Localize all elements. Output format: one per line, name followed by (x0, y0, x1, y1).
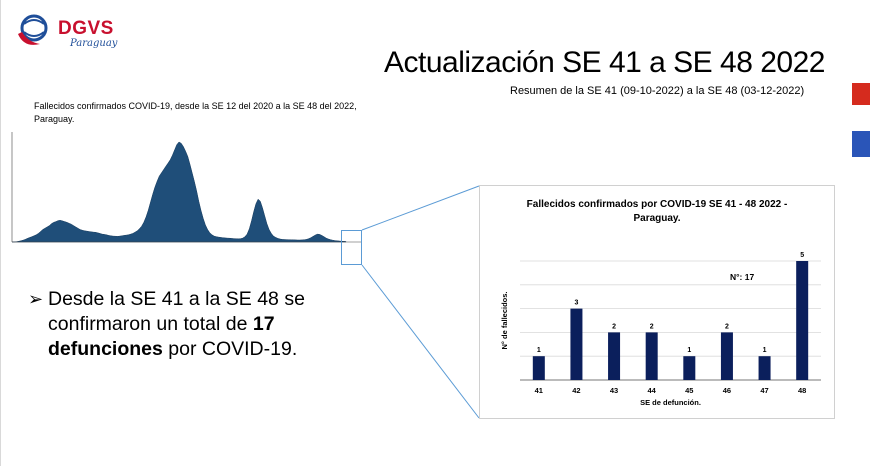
flag-red-stripe (852, 83, 870, 105)
x-tick-label: 44 (648, 386, 657, 395)
deaths-area-series (11, 141, 347, 243)
summary-text: Desde la SE 41 a la SE 48 se confirmaron… (28, 287, 348, 362)
bar-se-42 (570, 308, 583, 380)
summary-pre: Desde la SE 41 a la SE 48 se confirmaron… (48, 288, 305, 335)
bar-se-47 (758, 356, 771, 380)
recent-chart-title: Fallecidos confirmados por COVID-19 SE 4… (480, 198, 834, 226)
summary-bullet: ➢ Desde la SE 41 a la SE 48 se confirmar… (28, 287, 348, 362)
x-tick-label: 41 (535, 386, 543, 395)
slide-subtitle: Resumen de la SE 41 (09-10-2022) a la SE… (510, 85, 805, 97)
x-tick-label: 48 (798, 386, 806, 395)
summary-bold-word: defunciones (48, 338, 163, 360)
logo-subtitle: Paraguay (70, 38, 118, 49)
x-axis-title: SE de defunción. (640, 398, 701, 407)
zoom-highlight-box (341, 230, 362, 265)
logo-name: DGVS (58, 18, 114, 39)
flag-blue-stripe (852, 131, 870, 157)
y-axis-title: N° de fallecidos. (500, 291, 509, 349)
summary-count: 17 (252, 313, 275, 335)
slide-title: Actualización SE 41 a SE 48 2022 (384, 46, 825, 79)
x-tick-label: 45 (685, 386, 693, 395)
x-tick-label: 42 (572, 386, 580, 395)
small-chart-title-line2: Paraguay. (34, 114, 75, 124)
bar-value-label: 2 (650, 323, 654, 330)
bar-se-46 (720, 332, 733, 380)
small-chart-title-line1: Fallecidos confirmados COVID-19, desde l… (34, 101, 357, 111)
bar-value-label: 2 (725, 323, 729, 330)
bullet-arrow-icon: ➢ (28, 289, 44, 309)
bar-value-label: 1 (687, 347, 691, 354)
small-chart-title: Fallecidos confirmados COVID-19, desde l… (34, 100, 374, 126)
historical-deaths-chart (11, 132, 362, 243)
globe-icon (18, 14, 48, 45)
x-tick-label: 47 (760, 386, 768, 395)
bar-se-44 (645, 332, 658, 380)
total-annotation: N°: 17 (730, 272, 754, 282)
recent-chart-title-line1: Fallecidos confirmados por COVID-19 SE 4… (526, 199, 788, 210)
bar-se-41 (532, 356, 545, 380)
recent-deaths-chart-panel: Fallecidos confirmados por COVID-19 SE 4… (479, 185, 835, 419)
x-tick-label: 46 (723, 386, 731, 395)
dgvs-logo: DGVS Paraguay (14, 8, 118, 52)
summary-post: por COVID-19. (162, 338, 298, 360)
bar-se-48 (796, 261, 809, 380)
recent-chart-title-line2: Paraguay. (633, 213, 681, 224)
bar-value-label: 3 (574, 300, 578, 307)
bar-value-label: 1 (537, 347, 541, 354)
bar-se-43 (608, 332, 621, 380)
x-tick-label: 43 (610, 386, 618, 395)
recent-deaths-bar-chart: 1 41 3 42 2 43 2 44 1 45 2 46 1 47 5 48 SE de defunción.… (500, 252, 821, 407)
bar-se-45 (683, 356, 696, 380)
bar-value-label: 1 (763, 347, 767, 354)
bar-value-label: 2 (612, 323, 616, 330)
slide-left-border (0, 0, 1, 466)
bar-value-label: 5 (800, 252, 804, 259)
